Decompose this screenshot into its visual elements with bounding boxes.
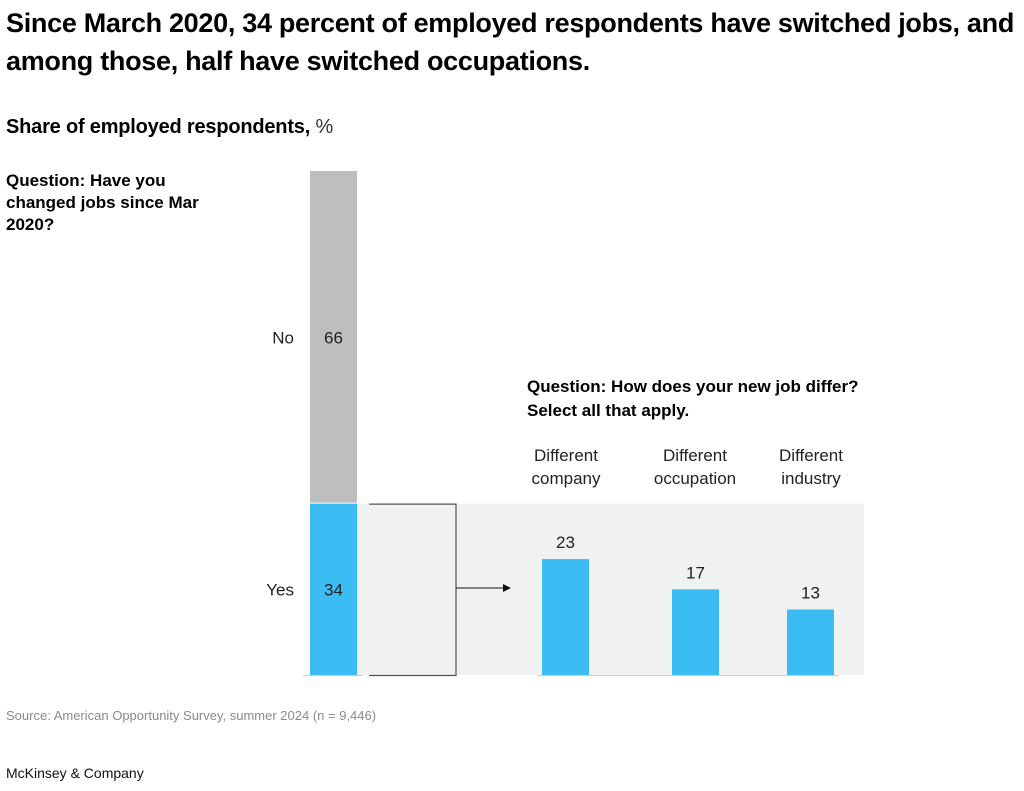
arrow-head-icon [503, 584, 511, 592]
source-note: Source: American Opportunity Survey, sum… [6, 708, 377, 723]
category-label-no: No [272, 328, 294, 347]
bar-no [310, 171, 357, 503]
data-label-different-industry: 13 [801, 583, 820, 602]
category-label-industry: Different industry [751, 444, 871, 490]
category-label-line: Different [663, 446, 727, 465]
bracket [369, 503, 457, 677]
subtitle-unit: % [315, 116, 334, 138]
category-label-line: occupation [653, 469, 737, 488]
category-label-yes: Yes [266, 580, 294, 599]
data-label-no: 66 [324, 328, 343, 347]
category-label-line: industry [781, 469, 841, 488]
bar-yes [310, 503, 357, 675]
highlight-panel [357, 503, 864, 675]
category-label-company: Different company [506, 444, 626, 490]
category-label-occupation: Different occupation [635, 444, 755, 490]
brand-logo: McKinsey & Company [6, 765, 144, 781]
category-label-line: Different [779, 446, 843, 465]
data-label-yes: 34 [324, 580, 343, 599]
category-label-line: Different [534, 446, 598, 465]
bar-different-company [542, 559, 589, 675]
question-changed-jobs: Question: Have you changed jobs since Ma… [6, 171, 199, 234]
data-label-different-company: 23 [556, 533, 575, 552]
bar-different-occupation [672, 589, 719, 675]
question-job-differ: Question: How does your new job differ? … [527, 377, 859, 420]
bar-different-industry [787, 609, 834, 675]
subtitle-label: Share of employed respondents, [6, 116, 311, 138]
category-label-line: company [531, 469, 601, 488]
chart-title: Since March 2020, 34 percent of employed… [6, 8, 1015, 76]
data-label-different-occupation: 17 [686, 563, 705, 582]
chart-subtitle: Share of employed respondents, % [6, 116, 333, 139]
